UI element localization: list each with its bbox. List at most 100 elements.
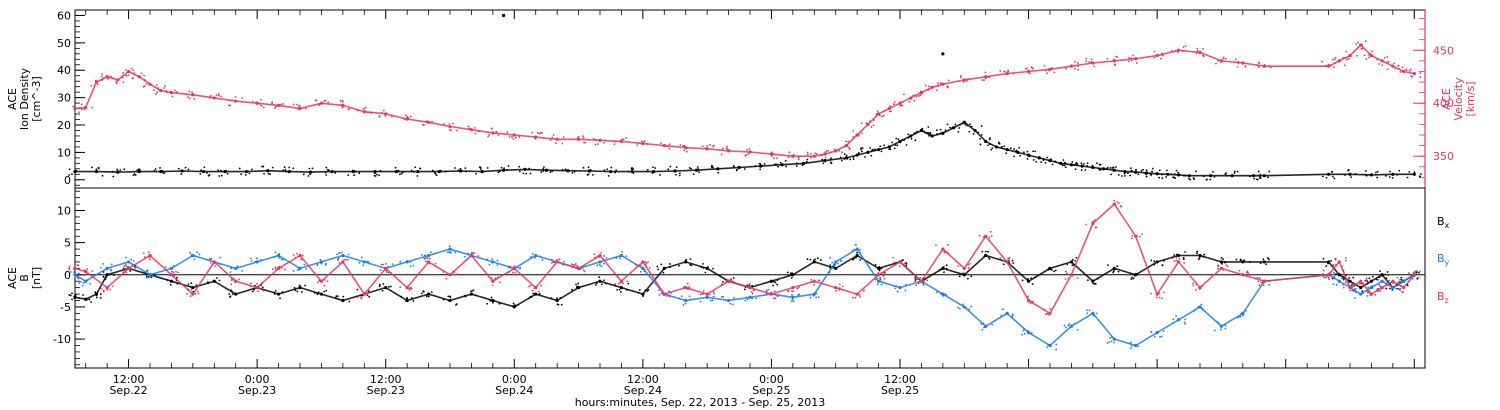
- data-point-scatter: [1048, 69, 1050, 72]
- data-point-scatter: [812, 259, 815, 262]
- data-point-scatter: [967, 77, 969, 80]
- data-point-scatter: [326, 280, 329, 283]
- data-point-scatter: [1029, 72, 1031, 75]
- data-point-scatter: [1130, 59, 1133, 62]
- data-point-scatter: [754, 165, 757, 167]
- data-point-scatter: [347, 174, 350, 177]
- data-point-scatter: [914, 132, 916, 134]
- data-point-scatter: [531, 131, 534, 134]
- data-point-scatter: [317, 292, 320, 295]
- data-point-scatter: [324, 99, 327, 102]
- data-point-scatter: [987, 144, 989, 147]
- data-point-scatter: [833, 148, 836, 151]
- data-point-scatter: [595, 282, 598, 285]
- data-point: [876, 279, 881, 283]
- data-point-scatter: [1047, 268, 1050, 271]
- data-point: [1187, 174, 1191, 178]
- data-point: [512, 266, 516, 270]
- data-point-scatter: [486, 302, 489, 305]
- data-point-scatter: [348, 300, 351, 303]
- data-point-scatter: [1161, 54, 1164, 57]
- data-point-scatter: [550, 258, 553, 261]
- data-point-scatter: [898, 265, 901, 268]
- data-point-scatter: [967, 267, 970, 270]
- x-tick-label-time: 0:00: [502, 373, 527, 386]
- data-point-scatter: [619, 255, 622, 258]
- data-point: [705, 295, 709, 299]
- data-point-scatter: [1220, 257, 1223, 259]
- data-point-scatter: [172, 271, 175, 274]
- data-point-scatter: [463, 255, 466, 258]
- data-point-scatter: [1162, 330, 1165, 333]
- data-point-scatter: [77, 107, 80, 110]
- data-point-scatter: [878, 265, 881, 268]
- data-point-scatter: [1043, 308, 1046, 311]
- data-point-scatter: [1356, 54, 1358, 57]
- data-point: [962, 266, 966, 270]
- data-point-scatter: [787, 156, 790, 159]
- data-point-scatter: [1145, 175, 1148, 178]
- data-point-scatter: [1183, 261, 1185, 264]
- data-point-scatter: [984, 250, 987, 253]
- data-point-scatter: [1092, 282, 1095, 285]
- data-point-scatter: [806, 151, 809, 154]
- data-point-scatter: [873, 119, 875, 121]
- data-point-scatter: [522, 172, 525, 175]
- data-point-scatter: [1086, 164, 1089, 167]
- data-point-scatter: [216, 277, 218, 279]
- field-axis-tick-label: -10: [53, 333, 71, 346]
- data-point-scatter: [596, 255, 599, 258]
- data-point-scatter: [978, 234, 981, 237]
- data-point-scatter: [801, 164, 804, 167]
- data-point-scatter: [107, 75, 110, 78]
- data-point-scatter: [1135, 62, 1138, 64]
- data-point-scatter: [116, 168, 118, 171]
- data-point-scatter: [967, 263, 970, 266]
- data-point-scatter: [1195, 289, 1197, 291]
- data-point-scatter: [1324, 276, 1327, 279]
- data-point-scatter: [983, 326, 986, 329]
- data-point-scatter: [1393, 62, 1395, 65]
- data-point: [962, 120, 966, 124]
- data-point-scatter: [1129, 167, 1132, 170]
- data-point: [501, 13, 506, 18]
- data-point-scatter: [1076, 62, 1079, 64]
- data-point-scatter: [124, 263, 127, 266]
- data-point-scatter: [110, 269, 113, 272]
- data-point-scatter: [1113, 199, 1116, 202]
- data-point-scatter: [1362, 292, 1365, 295]
- data-point-scatter: [958, 275, 961, 278]
- data-point-scatter: [1134, 344, 1137, 347]
- data-point-scatter: [776, 157, 778, 160]
- data-point-scatter: [988, 236, 991, 239]
- data-point: [298, 286, 302, 290]
- data-point-scatter: [689, 298, 692, 301]
- data-point-scatter: [477, 130, 480, 133]
- data-point-scatter: [1163, 291, 1165, 294]
- data-point-scatter: [921, 127, 924, 130]
- data-point-scatter: [73, 170, 76, 173]
- data-point-scatter: [1188, 177, 1190, 180]
- data-point-scatter: [498, 281, 501, 284]
- data-point-scatter: [379, 269, 382, 271]
- data-point-scatter: [1239, 315, 1242, 318]
- data-point-scatter: [1106, 342, 1109, 344]
- data-point-scatter: [684, 302, 687, 305]
- data-point-scatter: [1244, 65, 1247, 67]
- data-point-scatter: [213, 280, 216, 283]
- data-point-scatter: [1099, 168, 1101, 171]
- data-point-scatter: [1418, 270, 1421, 273]
- data-point-scatter: [1365, 279, 1368, 281]
- data-point-scatter: [1088, 309, 1091, 312]
- data-point-scatter: [882, 114, 885, 117]
- data-point-scatter: [491, 258, 493, 260]
- data-point-scatter: [324, 171, 327, 174]
- data-point-scatter: [219, 263, 222, 266]
- data-point-scatter: [1174, 177, 1177, 180]
- data-point-scatter: [518, 165, 521, 168]
- data-point-scatter: [1003, 145, 1006, 148]
- data-point-scatter: [492, 301, 494, 304]
- data-point-scatter: [125, 256, 127, 259]
- data-point-scatter: [743, 168, 746, 170]
- data-point-scatter: [529, 284, 532, 287]
